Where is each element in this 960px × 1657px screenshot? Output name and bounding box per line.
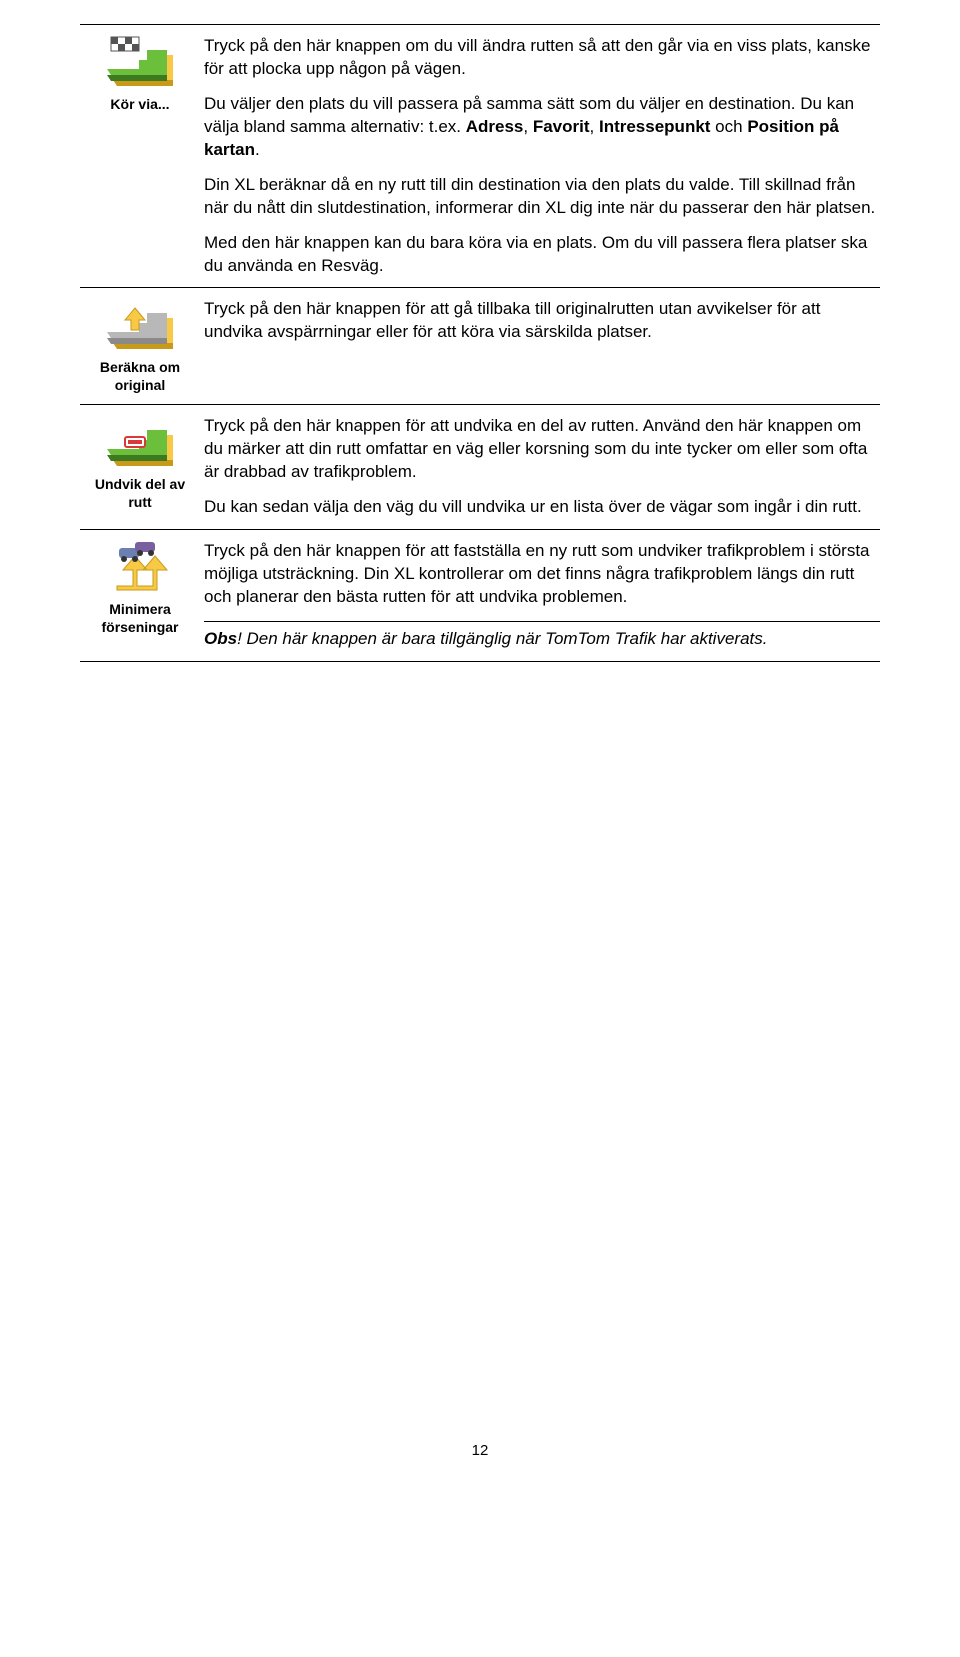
left-col: Minimera förseningar	[80, 540, 200, 651]
row-minimera: Minimera förseningar Tryck på den här kn…	[80, 529, 880, 662]
left-col: Beräkna om original	[80, 298, 200, 394]
p: Med den här knappen kan du bara köra via…	[204, 232, 880, 278]
text-kor-via: Tryck på den här knappen om du vill ändr…	[200, 35, 880, 277]
p: Tryck på den här knappen för att faststä…	[204, 540, 880, 609]
caption-minimera: Minimera förseningar	[86, 601, 194, 636]
page-number: 12	[80, 1442, 880, 1459]
caption-berakna: Beräkna om original	[86, 359, 194, 394]
p: Du väljer den plats du vill passera på s…	[204, 93, 880, 162]
p: Tryck på den här knappen om du vill ändr…	[204, 35, 880, 81]
kor-via-icon	[105, 35, 175, 90]
undvik-icon	[105, 415, 175, 470]
minimera-icon	[105, 540, 175, 595]
row-kor-via: Kör via... Tryck på den här knappen om d…	[80, 24, 880, 287]
note-divider	[204, 621, 880, 622]
p: Tryck på den här knappen för att gå till…	[204, 298, 880, 344]
left-col: Undvik del av rutt	[80, 415, 200, 519]
p: Du kan sedan välja den väg du vill undvi…	[204, 496, 880, 519]
note: Obs! Den här knappen är bara tillgänglig…	[204, 628, 880, 651]
text-berakna: Tryck på den här knappen för att gå till…	[200, 298, 880, 394]
caption-kor-via: Kör via...	[86, 96, 194, 114]
text-undvik: Tryck på den här knappen för att undvika…	[200, 415, 880, 519]
left-col: Kör via...	[80, 35, 200, 277]
row-berakna: Beräkna om original Tryck på den här kna…	[80, 287, 880, 404]
berakna-icon	[105, 298, 175, 353]
p: Din XL beräknar då en ny rutt till din d…	[204, 174, 880, 220]
row-undvik: Undvik del av rutt Tryck på den här knap…	[80, 404, 880, 529]
caption-undvik: Undvik del av rutt	[86, 476, 194, 511]
text-minimera: Tryck på den här knappen för att faststä…	[200, 540, 880, 651]
p: Tryck på den här knappen för att undvika…	[204, 415, 880, 484]
